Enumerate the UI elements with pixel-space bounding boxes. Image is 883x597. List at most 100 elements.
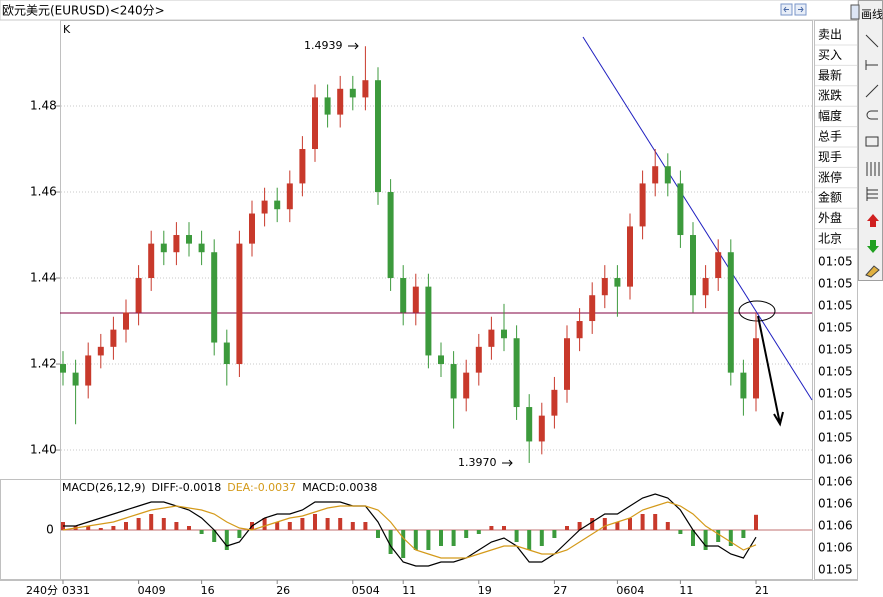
candle-body	[664, 166, 671, 184]
macd-tick-label: 0	[46, 523, 54, 537]
macd-bar	[464, 530, 469, 538]
x-tick-label: 0504	[352, 584, 380, 597]
macd-bar	[350, 522, 355, 530]
macd-bar	[703, 530, 708, 550]
close-button[interactable]	[850, 4, 860, 20]
macd-bar	[401, 530, 406, 558]
side-time: 01:06	[818, 497, 853, 511]
legend-value: 0.0038	[339, 481, 378, 494]
side-label: 幅度	[818, 108, 842, 123]
macd-bar	[262, 518, 267, 530]
candle-body	[211, 252, 218, 343]
candle-body	[501, 329, 507, 339]
macd-line	[62, 501, 757, 559]
y-tick-label: 1.40	[30, 443, 57, 457]
candle-body	[753, 338, 759, 399]
legend-name: MACD:	[302, 481, 339, 494]
side-label: 最新	[818, 67, 842, 82]
candle-body	[513, 338, 520, 408]
y-tick-label: 1.42	[30, 357, 57, 371]
tool-ray[interactable]	[865, 84, 879, 98]
candle-body	[324, 97, 331, 115]
macd-bar	[439, 530, 443, 546]
tool-arc[interactable]	[866, 110, 878, 120]
candle-body	[627, 226, 633, 287]
nav-arrows	[783, 6, 804, 13]
tool-hline[interactable]	[865, 60, 878, 70]
candle-body	[375, 80, 381, 193]
candle-body	[715, 252, 722, 279]
side-time: 01:06	[818, 453, 853, 467]
legend-value: -0.0018	[179, 481, 221, 494]
axis-mark: K	[63, 23, 71, 36]
macd-bar	[615, 522, 620, 530]
side-time: 01:05	[818, 321, 853, 335]
candle-body	[576, 321, 583, 339]
macd-bar	[514, 530, 519, 542]
tool-rect[interactable]	[865, 136, 879, 147]
side-time: 01:05	[818, 277, 853, 291]
macd-bar	[212, 530, 217, 542]
macd-bar	[476, 530, 481, 534]
candle-body	[123, 312, 129, 330]
side-time: 01:05	[818, 431, 853, 445]
x-tick-label: 0604	[616, 584, 644, 597]
tool-line[interactable]	[865, 34, 879, 48]
tool-vlines[interactable]	[866, 162, 880, 176]
y-tick-label: 1.48	[30, 99, 57, 113]
side-time: 01:05	[818, 255, 853, 269]
macd-bar	[338, 518, 343, 530]
candle-body	[727, 252, 734, 373]
toolbar	[858, 0, 883, 281]
macd-bar	[237, 530, 242, 538]
macd-bar	[388, 530, 393, 554]
x-tick-label: 16	[201, 584, 215, 597]
macd-bar	[199, 530, 204, 534]
tool-up[interactable]	[867, 214, 879, 227]
macd-bar	[754, 514, 758, 530]
macd-bar	[590, 518, 595, 530]
macd-bar	[275, 522, 280, 530]
macd-bar	[678, 530, 683, 534]
side-label: 买入	[818, 48, 842, 62]
tool-eraser[interactable]	[865, 265, 880, 278]
side-label: 外盘	[818, 210, 842, 225]
macd-bar	[741, 530, 746, 538]
tool-icons	[865, 34, 880, 201]
candle-body	[639, 183, 646, 227]
legend-name: DIFF:	[152, 481, 179, 494]
side-time: 01:06	[818, 541, 853, 555]
candle-body	[614, 278, 621, 287]
macd-bar	[174, 522, 179, 530]
candle-body	[135, 278, 142, 313]
candle-body	[110, 329, 117, 347]
candle-body	[160, 243, 167, 253]
chart-title: 欧元美元(EURUSD)<240分>	[2, 4, 165, 18]
macd-bar	[653, 514, 658, 530]
tool-fib[interactable]	[866, 187, 878, 201]
macd-bar	[565, 526, 569, 530]
x-tick-label: 11	[402, 584, 416, 597]
candle-body	[551, 389, 558, 416]
candle-body	[148, 243, 155, 279]
macd-bar	[628, 518, 632, 530]
period-label: 240分	[26, 584, 58, 597]
macd-legend: MACD(26,12,9) DIFF:-0.0018 DEA:-0.0037 MACD…	[62, 481, 377, 494]
macd-bar	[136, 518, 141, 530]
tool-down[interactable]	[867, 240, 879, 253]
macd-frame	[60, 479, 813, 580]
side-time: 01:05	[818, 365, 853, 379]
macd-bar	[161, 518, 166, 530]
candle-body	[286, 183, 293, 210]
candle-body	[677, 183, 684, 236]
high-arrow	[348, 42, 359, 50]
macd-bar	[489, 526, 494, 530]
candle-body	[274, 200, 281, 210]
macd-bar	[86, 526, 91, 530]
side-label: 北京	[818, 232, 842, 246]
x-tick-label: 0409	[138, 584, 166, 597]
side-label: 涨停	[818, 169, 842, 184]
candle-body	[538, 415, 545, 442]
side-time: 01:05	[818, 387, 853, 401]
x-tick-label: 27	[553, 584, 567, 597]
